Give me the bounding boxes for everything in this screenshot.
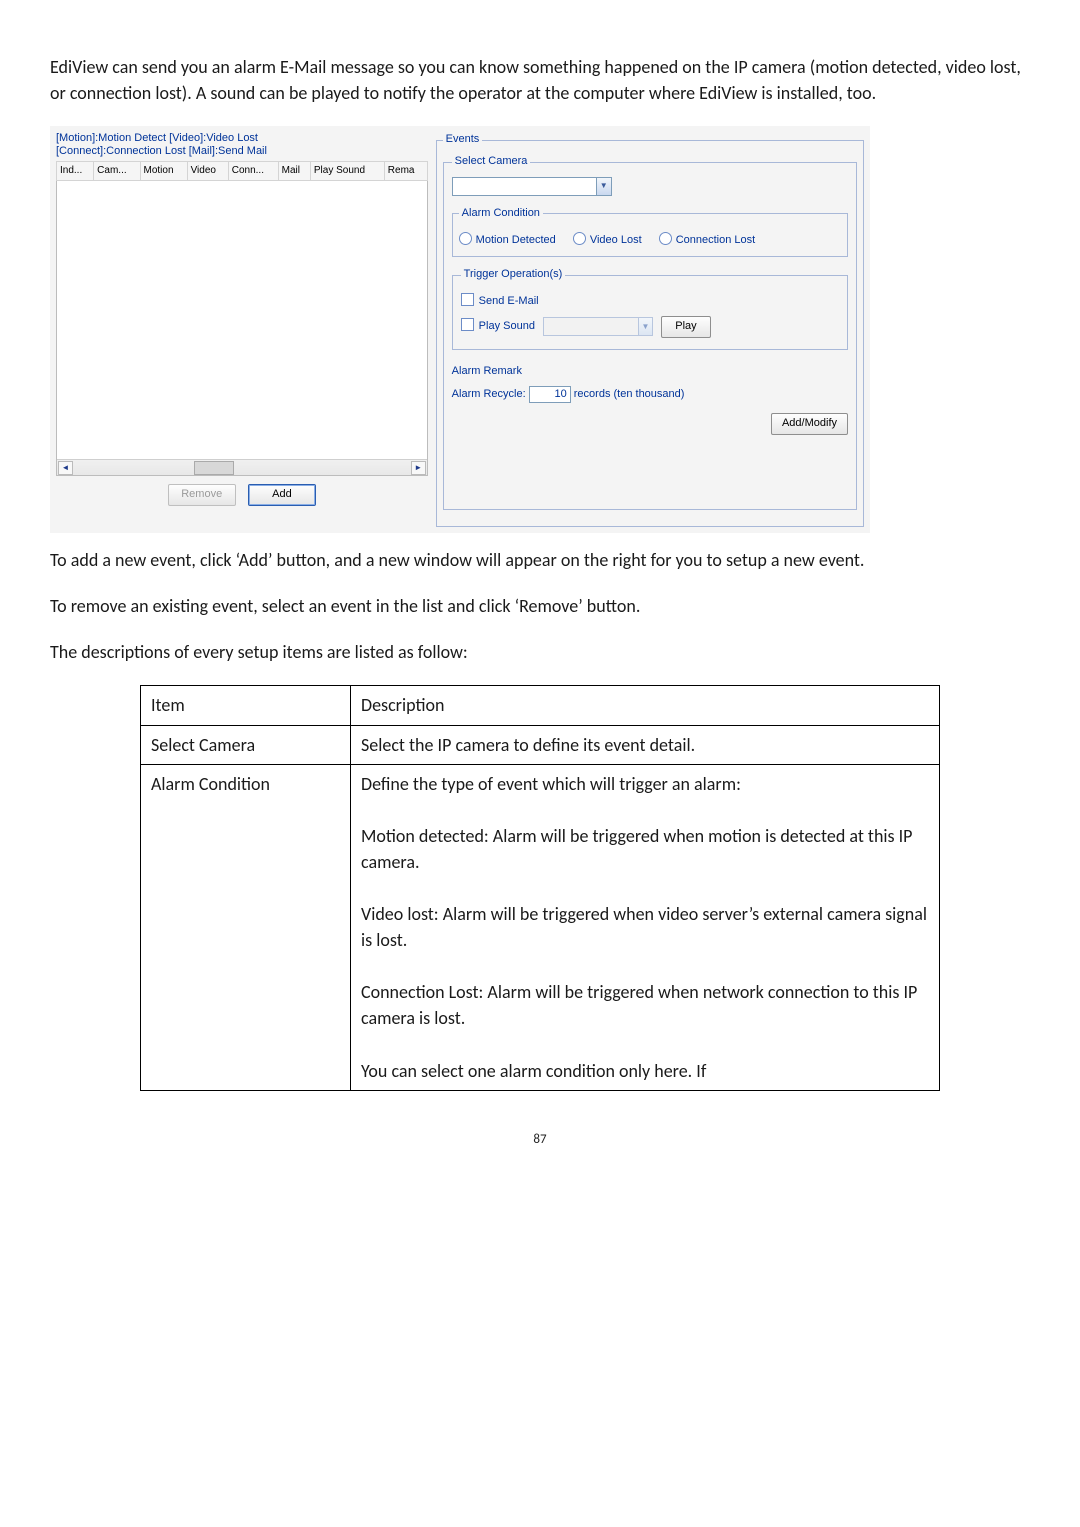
add-instruction-paragraph: To add a new event, click ‘Add’ button, … <box>50 547 1030 573</box>
desc-row-select-camera-item: Select Camera <box>141 725 351 764</box>
alarm-cond-p3: Video lost: Alarm will be triggered when… <box>361 901 929 953</box>
horizontal-scrollbar[interactable]: ◄ ► <box>57 459 427 475</box>
desc-header-item: Item <box>141 686 351 725</box>
events-fieldset: Events Select Camera ▼ Alarm Condition M… <box>436 132 864 527</box>
trigger-operations-legend: Trigger Operation(s) <box>461 267 566 283</box>
radio-connection-lost[interactable]: Connection Lost <box>659 232 756 249</box>
scroll-left-icon[interactable]: ◄ <box>58 461 73 475</box>
checkbox-play-sound[interactable]: Play Sound <box>461 318 535 335</box>
descriptions-table: Item Description Select Camera Select th… <box>140 685 940 1090</box>
desc-intro-paragraph: The descriptions of every setup items ar… <box>50 639 1030 665</box>
radio-video-lost[interactable]: Video Lost <box>573 232 642 249</box>
chevron-down-icon: ▼ <box>638 318 652 335</box>
scroll-right-icon[interactable]: ► <box>411 461 426 475</box>
col-playsound[interactable]: Play Sound <box>310 161 384 181</box>
remove-button: Remove <box>168 484 236 506</box>
desc-row-select-camera-desc: Select the IP camera to define its event… <box>351 725 940 764</box>
checkbox-send-email[interactable]: Send E-Mail <box>461 293 539 310</box>
scroll-thumb[interactable] <box>194 461 234 475</box>
col-rema[interactable]: Rema <box>384 161 427 181</box>
select-camera-legend: Select Camera <box>452 154 531 170</box>
alarm-cond-p1: Define the type of event which will trig… <box>361 771 929 797</box>
page-number: 87 <box>50 1131 1030 1150</box>
col-video[interactable]: Video <box>187 161 228 181</box>
desc-row-alarm-condition-desc: Define the type of event which will trig… <box>351 764 940 1090</box>
col-motion[interactable]: Motion <box>140 161 187 181</box>
list-button-row: Remove Add <box>56 484 428 506</box>
event-list-pane: [Motion]:Motion Detect [Video]:Video Los… <box>56 132 428 527</box>
play-button[interactable]: Play <box>661 316 711 338</box>
chevron-down-icon: ▼ <box>596 178 611 195</box>
col-mail[interactable]: Mail <box>278 161 310 181</box>
alarm-recycle-input[interactable]: 10 <box>529 386 571 403</box>
alarm-cond-p4: Connection Lost: Alarm will be triggered… <box>361 979 929 1031</box>
desc-header-description: Description <box>351 686 940 725</box>
list-caption: [Motion]:Motion Detect [Video]:Video Los… <box>56 132 428 158</box>
col-cam[interactable]: Cam... <box>94 161 140 181</box>
add-button[interactable]: Add <box>248 484 316 506</box>
event-list-header: Ind... Cam... Motion Video Conn... Mail … <box>56 161 428 182</box>
camera-select[interactable]: ▼ <box>452 177 612 196</box>
alarm-remark-label: Alarm Remark <box>452 365 522 377</box>
events-config-screenshot: [Motion]:Motion Detect [Video]:Video Los… <box>50 126 870 533</box>
alarm-cond-p5: You can select one alarm condition only … <box>361 1058 929 1084</box>
alarm-recycle-suffix: records (ten thousand) <box>574 388 685 400</box>
list-caption-line1: [Motion]:Motion Detect [Video]:Video Los… <box>56 132 428 145</box>
trigger-operations-fieldset: Trigger Operation(s) Send E-Mail Play So… <box>452 267 848 350</box>
alarm-cond-p2: Motion detected: Alarm will be triggered… <box>361 823 929 875</box>
desc-row-alarm-condition-item: Alarm Condition <box>141 764 351 1090</box>
intro-paragraph: EdiView can send you an alarm E-Mail mes… <box>50 54 1030 106</box>
alarm-condition-fieldset: Alarm Condition Motion Detected Video Lo… <box>452 206 848 258</box>
radio-motion-detected[interactable]: Motion Detected <box>459 232 556 249</box>
col-conn[interactable]: Conn... <box>228 161 278 181</box>
events-legend: Events <box>443 132 483 148</box>
remove-instruction-paragraph: To remove an existing event, select an e… <box>50 593 1030 619</box>
sound-select: ▼ <box>543 317 653 336</box>
alarm-recycle-label: Alarm Recycle: <box>452 388 526 400</box>
list-caption-line2: [Connect]:Connection Lost [Mail]:Send Ma… <box>56 145 428 158</box>
select-camera-fieldset: Select Camera ▼ Alarm Condition Motion D… <box>443 154 857 510</box>
add-modify-button[interactable]: Add/Modify <box>771 413 848 435</box>
col-ind[interactable]: Ind... <box>57 161 94 181</box>
alarm-condition-legend: Alarm Condition <box>459 206 543 222</box>
event-list-body[interactable]: ◄ ► <box>56 181 428 476</box>
